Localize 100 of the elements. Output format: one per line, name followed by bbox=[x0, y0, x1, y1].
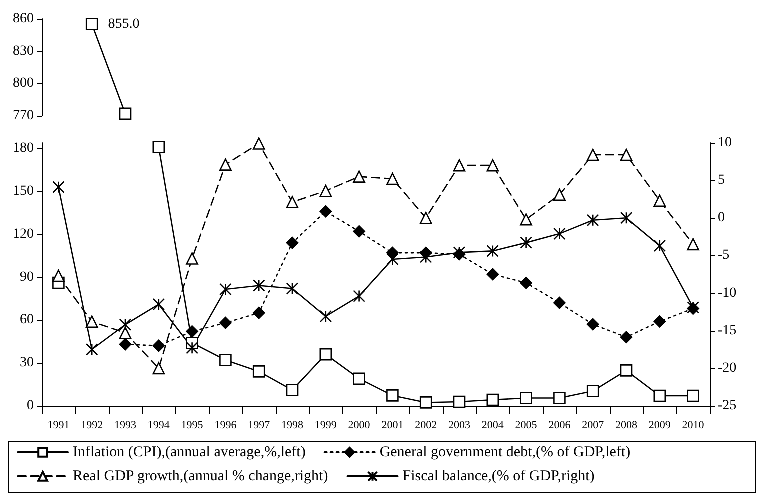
y2-tick-label: -20 bbox=[718, 360, 737, 376]
y2-tick-label: -15 bbox=[718, 323, 737, 338]
x-tick-label: 2006 bbox=[548, 420, 572, 432]
point bbox=[52, 181, 65, 194]
y-tick-label: 0 bbox=[27, 398, 34, 414]
point bbox=[353, 372, 366, 385]
y-tick-label: 120 bbox=[13, 226, 34, 242]
point bbox=[586, 385, 600, 398]
point bbox=[586, 214, 600, 227]
point bbox=[220, 283, 232, 296]
point bbox=[486, 159, 500, 172]
point bbox=[252, 138, 266, 150]
y2-tick-label: 0 bbox=[718, 210, 725, 226]
x-tick-label: 1994 bbox=[148, 420, 170, 432]
x-tick-label: 2007 bbox=[582, 420, 605, 432]
point bbox=[286, 236, 299, 250]
x-tick-label: 2004 bbox=[482, 420, 504, 432]
point bbox=[152, 362, 166, 375]
x-tick-label: 2002 bbox=[415, 420, 438, 432]
point bbox=[220, 158, 232, 171]
y-tick-label: 830 bbox=[13, 44, 34, 59]
point bbox=[486, 394, 500, 406]
point bbox=[687, 238, 700, 251]
point bbox=[453, 159, 466, 172]
point bbox=[320, 184, 332, 198]
point bbox=[486, 268, 500, 281]
point bbox=[586, 318, 600, 331]
point bbox=[654, 240, 666, 252]
point bbox=[353, 225, 366, 238]
y2-tick-label: -5 bbox=[718, 248, 730, 264]
x-tick-label: 2003 bbox=[448, 420, 471, 432]
point bbox=[554, 188, 566, 201]
x-tick-label: 1995 bbox=[181, 420, 204, 432]
x-tick-label: 1997 bbox=[248, 420, 271, 432]
legend-label: General government debt,(% of GDP,left) bbox=[380, 444, 631, 460]
point bbox=[286, 196, 299, 209]
y-tick-label: 30 bbox=[20, 356, 34, 371]
y-tick-label: 150 bbox=[13, 184, 34, 200]
y-tick-label: 800 bbox=[13, 76, 34, 92]
point bbox=[152, 340, 166, 352]
point bbox=[620, 364, 633, 377]
x-tick-label: 1993 bbox=[114, 420, 137, 432]
point bbox=[119, 326, 132, 340]
point bbox=[420, 396, 432, 409]
point bbox=[152, 298, 166, 311]
point bbox=[420, 251, 432, 264]
point bbox=[386, 253, 399, 266]
point bbox=[252, 306, 266, 320]
point bbox=[119, 318, 132, 331]
x-tick-label: 2001 bbox=[382, 420, 404, 432]
point bbox=[586, 148, 600, 162]
y2-tick-label: 5 bbox=[718, 173, 725, 188]
point bbox=[220, 316, 232, 330]
point bbox=[186, 326, 198, 338]
point bbox=[620, 148, 633, 162]
point bbox=[420, 212, 432, 224]
point bbox=[353, 290, 366, 302]
y-tick-label: 860 bbox=[13, 12, 34, 26]
data-label: 855.0 bbox=[108, 16, 140, 32]
y-tick-label: 180 bbox=[13, 141, 34, 156]
x-tick-label: 1996 bbox=[214, 420, 238, 432]
point bbox=[252, 280, 266, 292]
point bbox=[86, 343, 98, 356]
legend-label: Fiscal balance,(% of GDP,right) bbox=[402, 468, 595, 484]
x-tick-label: 1998 bbox=[282, 420, 304, 432]
y2-tick-label: -10 bbox=[718, 286, 737, 301]
point bbox=[286, 282, 299, 295]
point bbox=[654, 316, 666, 328]
point bbox=[554, 228, 566, 240]
point bbox=[353, 170, 366, 183]
point bbox=[320, 205, 332, 218]
point bbox=[486, 245, 500, 258]
point bbox=[453, 396, 466, 408]
y2-tick-label: 10 bbox=[718, 136, 732, 150]
point bbox=[252, 366, 266, 378]
point bbox=[86, 316, 98, 328]
point bbox=[186, 342, 198, 354]
y2-tick-label: -25 bbox=[718, 398, 737, 414]
y-tick-label: 770 bbox=[13, 108, 34, 124]
point bbox=[687, 390, 700, 402]
point bbox=[654, 390, 666, 402]
point bbox=[386, 390, 399, 402]
x-tick-label: 1999 bbox=[314, 420, 338, 432]
point bbox=[320, 310, 332, 323]
x-tick-label: 2009 bbox=[648, 420, 672, 432]
point bbox=[152, 141, 166, 154]
x-tick-label: 1992 bbox=[81, 420, 104, 432]
point bbox=[520, 236, 532, 250]
point bbox=[554, 296, 566, 310]
point bbox=[186, 252, 198, 265]
x-tick-label: 2005 bbox=[515, 420, 538, 432]
point bbox=[286, 384, 299, 396]
point bbox=[654, 194, 666, 208]
legend-label: Inflation (CPI),(annual average,%,left) bbox=[73, 444, 306, 460]
y-tick-label: 90 bbox=[20, 270, 34, 285]
x-tick-label: 1991 bbox=[48, 420, 70, 432]
legend-label: Real GDP growth,(annual % change,right) bbox=[73, 468, 328, 484]
point bbox=[554, 392, 566, 404]
point bbox=[119, 338, 132, 351]
point bbox=[320, 348, 332, 361]
